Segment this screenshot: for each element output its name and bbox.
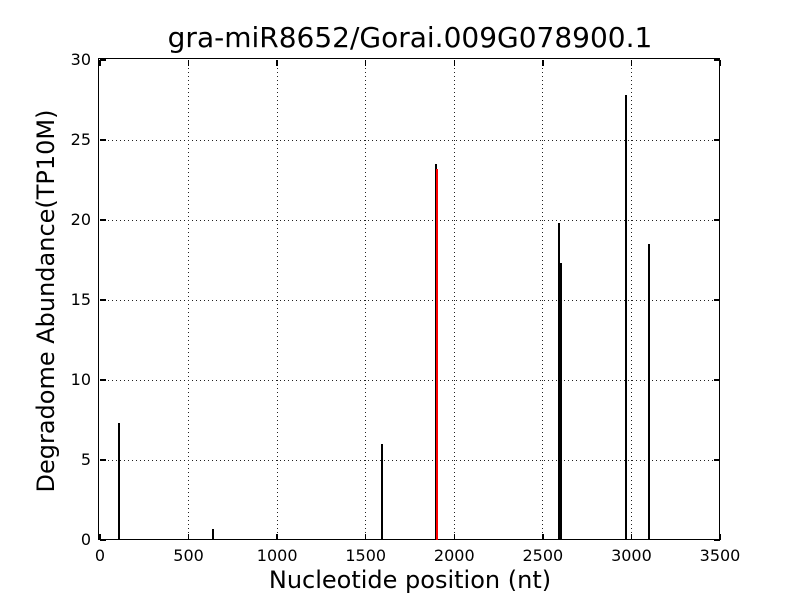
x-tick-mark-top — [453, 60, 455, 66]
x-tick-mark-top — [630, 60, 633, 66]
y-tick-mark-right — [714, 539, 720, 541]
x-tick-label: 2000 — [433, 546, 475, 565]
y-tick-mark-right — [714, 379, 720, 381]
spike — [212, 528, 215, 540]
y-tick-mark-left — [100, 379, 106, 381]
x-tick-mark-bottom — [542, 534, 544, 540]
x-tick-label: 1000 — [256, 546, 298, 565]
x-tick-mark-top — [365, 60, 367, 66]
x-tick-mark-bottom — [630, 534, 633, 540]
spike — [559, 263, 562, 540]
x-tick-label: 0 — [94, 546, 106, 565]
x-tick-label: 2500 — [522, 546, 564, 565]
grid-line-y — [100, 299, 720, 301]
grid-line-y — [100, 139, 720, 141]
y-tick-mark-left — [100, 539, 106, 541]
grid-line-y — [100, 459, 720, 461]
x-tick-label: 1500 — [345, 546, 387, 565]
x-tick-mark-top — [99, 60, 101, 66]
grid-line-y — [100, 219, 720, 221]
x-tick-mark-bottom — [276, 534, 278, 540]
x-tick-mark-top — [719, 60, 721, 66]
y-tick-label: 25 — [70, 130, 91, 149]
y-tick-mark-right — [714, 59, 720, 61]
y-tick-label: 0 — [80, 530, 91, 549]
x-tick-mark-bottom — [365, 534, 367, 540]
y-tick-mark-right — [714, 299, 720, 301]
y-tick-label: 30 — [70, 50, 91, 69]
chart-title: gra-miR8652/Gorai.009G078900.1 — [167, 21, 653, 54]
y-tick-mark-left — [100, 299, 106, 301]
y-tick-mark-left — [100, 59, 106, 61]
y-tick-mark-left — [100, 459, 106, 461]
grid-line-y — [100, 379, 720, 381]
y-tick-label: 15 — [70, 290, 91, 309]
x-tick-mark-top — [187, 60, 190, 66]
spike — [648, 244, 651, 540]
x-tick-mark-top — [276, 60, 278, 66]
y-tick-label: 20 — [70, 210, 91, 229]
x-tick-mark-bottom — [453, 534, 455, 540]
spike — [118, 423, 121, 540]
y-tick-mark-right — [714, 219, 720, 221]
x-tick-mark-bottom — [187, 534, 190, 540]
x-tick-mark-bottom — [99, 534, 101, 540]
y-tick-mark-left — [100, 219, 106, 221]
spike — [624, 95, 627, 540]
spike — [558, 223, 561, 540]
spike — [381, 444, 384, 540]
y-tick-label: 5 — [80, 450, 91, 469]
x-tick-label: 3000 — [611, 546, 652, 565]
x-tick-label: 3500 — [699, 546, 741, 565]
x-tick-mark-bottom — [719, 534, 721, 540]
highlight-spike — [435, 168, 439, 540]
y-tick-label: 10 — [70, 370, 91, 389]
y-tick-mark-right — [714, 139, 720, 141]
x-tick-label: 500 — [173, 546, 204, 565]
x-tick-mark-top — [542, 60, 544, 66]
y-tick-mark-right — [714, 459, 720, 461]
x-axis-label: Nucleotide position (nt) — [268, 566, 552, 594]
y-tick-mark-left — [100, 139, 106, 141]
